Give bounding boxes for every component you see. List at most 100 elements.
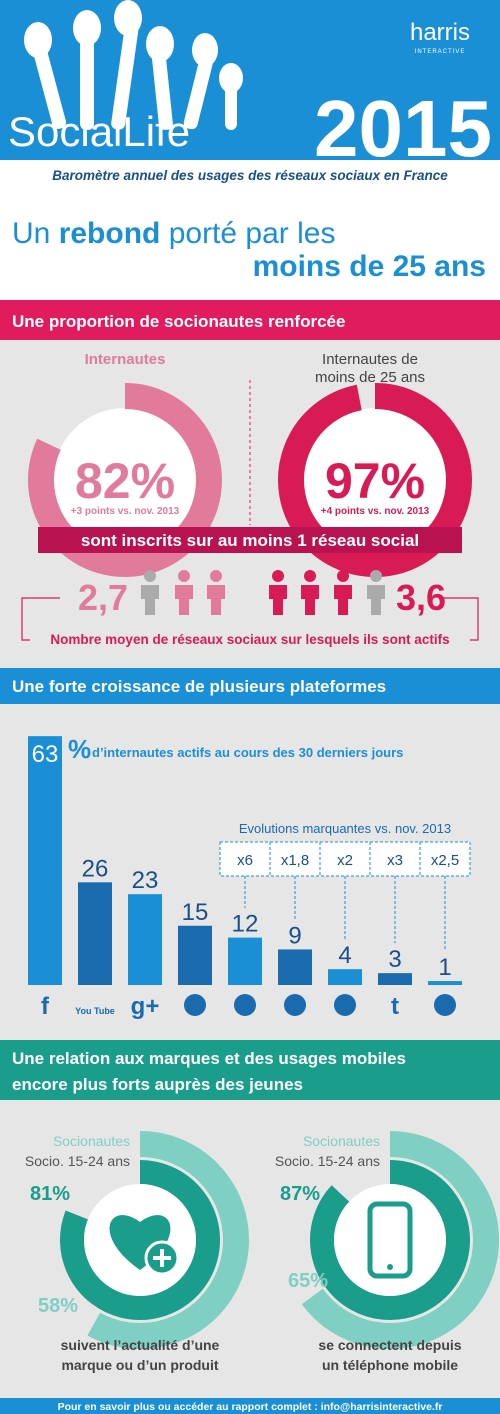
band (38, 527, 462, 553)
person-body (207, 585, 225, 615)
bar (278, 949, 312, 985)
percent-all: 65% (288, 1270, 328, 1292)
platform-icon (184, 994, 206, 1016)
ring-young (310, 1160, 470, 1320)
evolution: x6 (237, 852, 253, 869)
platform-label: You Tube (75, 1006, 115, 1016)
evolution: x2,5 (431, 852, 459, 869)
phone-button (387, 1264, 393, 1270)
ring-center (334, 1184, 446, 1296)
average: 2,7 (78, 577, 128, 618)
section-band (0, 300, 500, 340)
logo-sub: INTERACTIVE (415, 49, 466, 55)
person-head (210, 570, 222, 582)
group-label: moins de 25 ans (315, 369, 425, 386)
section-title: Une forte croissance de plusieurs platef… (12, 677, 386, 696)
phone-icon (367, 1201, 413, 1279)
plus (153, 1249, 171, 1267)
caption: suivent l’actualité d’une (61, 1337, 220, 1353)
chart-subtitle: d’internautes actifs au cours des 30 der… (92, 745, 403, 760)
evolution: x1,8 (281, 852, 309, 869)
bar-label: 9 (288, 922, 301, 949)
section-title: Une proportion de socionautes renforcée (12, 312, 345, 331)
headline-bold: rebond (59, 217, 161, 250)
headline-line1: Un rebond porté par les (12, 217, 335, 250)
evolution: x2 (337, 852, 353, 869)
caption: se connectent depuis (318, 1337, 461, 1353)
platform-label: g+ (131, 993, 160, 1020)
person-body (269, 585, 287, 615)
section-band (0, 1040, 500, 1100)
bar (28, 736, 62, 985)
legend-young: Socio. 15-24 ans (25, 1153, 130, 1169)
footer-bg (0, 1398, 500, 1414)
hands (24, 0, 243, 130)
band-text: sont inscrits sur au moins 1 réseau soci… (81, 531, 419, 550)
percent-young: 87% (280, 1183, 320, 1205)
section-title: encore plus forts auprès des jeunes (12, 1075, 303, 1094)
platform-label: f (41, 993, 50, 1020)
ring-inner (53, 408, 197, 552)
bar-label: 15 (182, 899, 209, 926)
legend-young: Socio. 15-24 ans (275, 1153, 380, 1169)
platform-icon (284, 994, 306, 1016)
bar-label: 3 (388, 946, 401, 973)
bar (78, 882, 112, 985)
platform-label: t (391, 993, 399, 1020)
platform-icon (234, 994, 256, 1016)
evolutions-title: Evolutions marquantes vs. nov. 2013 (239, 821, 451, 836)
platform-icon (334, 994, 356, 1016)
person-body (301, 585, 319, 615)
caption: marque ou d’un produit (61, 1357, 218, 1373)
person-head (304, 570, 316, 582)
person-body (175, 585, 193, 615)
headline-bg (0, 190, 500, 300)
person-head (178, 570, 190, 582)
bar (428, 981, 462, 985)
bar-label: 4 (338, 942, 351, 969)
brand: SocialLife (8, 108, 190, 155)
subtitle: Baromètre annuel des usages des réseaux … (52, 168, 448, 183)
person-body (367, 585, 385, 615)
percent: 97% (325, 453, 425, 509)
bar (328, 969, 362, 985)
person-head (144, 570, 156, 582)
bar (378, 973, 412, 985)
bar (128, 894, 162, 985)
ring-all (87, 1131, 249, 1349)
headline-text: porté par les (160, 217, 335, 250)
section-title: Une relation aux marques et des usages m… (12, 1049, 406, 1068)
headline-text: Un (12, 217, 59, 250)
person-head (337, 570, 349, 582)
percent-all: 58% (38, 1295, 78, 1317)
legend-all: Socionautes (53, 1133, 130, 1149)
bar-label: 23 (132, 867, 159, 894)
logo: harris (410, 19, 470, 46)
person-head (370, 570, 382, 582)
bracket (21, 597, 479, 641)
percent-young: 81% (30, 1183, 70, 1205)
person-head (272, 570, 284, 582)
average: 3,6 (396, 577, 446, 618)
person-body (141, 585, 159, 615)
platform-icon (434, 994, 456, 1016)
evolution: x3 (387, 852, 403, 869)
year: 2015 (314, 84, 492, 173)
section-band (0, 668, 500, 704)
legend-all: Socionautes (303, 1133, 380, 1149)
bar-label: 26 (82, 855, 109, 882)
bar-label: 1 (438, 954, 451, 981)
bar (228, 937, 262, 985)
unit: % (68, 734, 91, 764)
headline-line2: moins de 25 ans (253, 250, 486, 283)
ring (278, 383, 472, 577)
average-caption: Nombre moyen de réseaux sociaux sur lesq… (50, 632, 449, 647)
group-label: Internautes (85, 351, 166, 368)
evolutions-box (219, 841, 471, 877)
ring-young (60, 1160, 220, 1320)
bar-label: 12 (232, 911, 259, 938)
ring-all (301, 1131, 499, 1349)
percent: 82% (75, 453, 175, 509)
group-label: Internautes de (322, 351, 418, 368)
